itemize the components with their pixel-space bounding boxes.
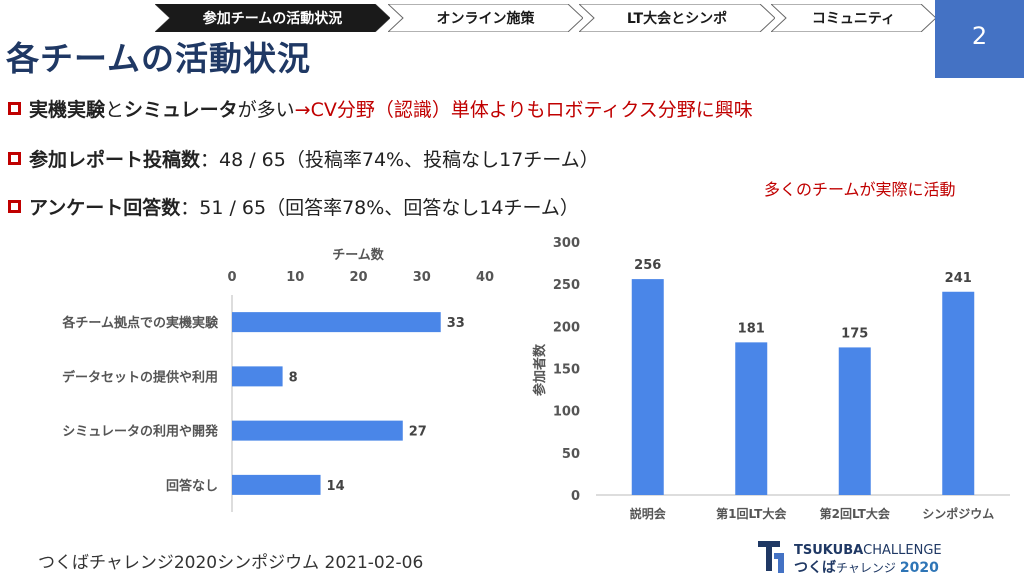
bar <box>232 474 321 495</box>
logo-tsukuba-jp: つくば <box>794 560 836 576</box>
breadcrumb-label: LT大会とシンポ <box>626 11 728 27</box>
tsukuba-challenge-logo: TSUKUBACHALLENGE つくばチャレンジ 2020 <box>758 541 942 576</box>
breadcrumb-label: コミュニティ <box>811 11 896 27</box>
bullet-1-bold-2: シミュレータ <box>124 98 238 121</box>
square-bullet-icon <box>8 199 21 213</box>
y-tick-label: 250 <box>553 278 580 293</box>
page-title: 各チームの活動状況 <box>6 39 312 78</box>
category-label: 第1回LT大会 <box>716 506 787 521</box>
category-label: シミュレータの利用や開発 <box>62 424 219 440</box>
y-tick-label: 150 <box>553 363 580 378</box>
square-bullet-icon <box>8 151 21 165</box>
participants-bar-chart: 参加者数 0 50 100 150 200 250 300 256 説明会 181 第1回LT大会 1… <box>532 236 1010 521</box>
data-label: 241 <box>945 271 972 286</box>
breadcrumb-active-label-wrap: 参加チームの活動状況 <box>155 4 390 32</box>
active-chevron-background <box>155 4 390 32</box>
footer-text: つくばチャレンジ2020シンポジウム 2021-02-06 <box>38 553 424 573</box>
x-tick-label: 10 <box>286 270 304 285</box>
data-label: 175 <box>841 326 868 341</box>
bullet-1-text-2: が多い <box>237 98 295 121</box>
chevron-shape <box>388 4 583 32</box>
bar <box>232 312 441 333</box>
x-tick-label: 40 <box>476 270 494 285</box>
x-tick-label: 0 <box>227 270 236 285</box>
logo-challenge: CHALLENGE <box>863 543 941 558</box>
bullet-2-text: ：48 / 65（投稿率74%、投稿なし17チーム） <box>200 148 599 171</box>
y-tick-label: 100 <box>553 405 580 420</box>
data-label: 256 <box>634 258 661 273</box>
logo-year: 2020 <box>900 560 939 576</box>
category-label: 各チーム拠点での実機実験 <box>61 315 219 331</box>
breadcrumb-label: 参加チームの活動状況 <box>202 11 343 27</box>
data-label: 33 <box>447 316 465 331</box>
category-label: 説明会 <box>630 506 667 521</box>
bar <box>735 342 768 495</box>
chevron-shape <box>579 4 775 32</box>
bullet-3: アンケート回答数 ：51 / 65（回答率78%、回答なし14チーム） <box>6 193 579 219</box>
x-tick-label: 30 <box>413 270 431 285</box>
bar <box>838 347 871 495</box>
data-label: 27 <box>409 425 427 440</box>
breadcrumb-label: オンライン施策 <box>436 11 535 27</box>
bar <box>232 420 403 441</box>
bullet-2-bold: 参加レポート投稿数 <box>29 148 201 171</box>
svg-text:TSUKUBACHALLENGE: TSUKUBACHALLENGE <box>794 543 942 558</box>
y-axis-title: 参加者数 <box>532 343 548 396</box>
breadcrumb-item-1[interactable]: 参加チームの活動状況 <box>155 4 390 32</box>
bullet-1-bold-1: 実機実験 <box>29 98 106 121</box>
bullet-1-text-1: と <box>105 98 125 121</box>
breadcrumb-active-label: 参加チームの活動状況 <box>202 11 343 27</box>
square-bullet-icon <box>8 101 21 115</box>
bar <box>232 366 283 387</box>
team-activity-bar-chart: チーム数 0 10 20 30 40 各チーム拠点での実機実験 33 データセットの提供や利用… <box>61 247 494 512</box>
x-axis-title: チーム数 <box>332 247 385 263</box>
category-label: 回答なし <box>166 478 218 494</box>
bullet-3-bold: アンケート回答数 <box>29 196 181 219</box>
bullet-3-text: ：51 / 65（回答率78%、回答なし14チーム） <box>180 196 579 219</box>
y-tick-label: 0 <box>571 489 580 504</box>
y-tick-label: 200 <box>553 320 580 335</box>
y-tick-label: 50 <box>562 447 580 462</box>
breadcrumb-item-4[interactable]: コミュニティ <box>771 4 936 32</box>
svg-text:つくばチャレンジ2020: つくばチャレンジ 2020 <box>794 560 939 576</box>
page-number: 2 <box>971 22 988 50</box>
bar <box>631 279 664 495</box>
breadcrumb-item-2[interactable]: オンライン施策 <box>388 4 583 32</box>
page-number-box <box>935 0 1024 78</box>
emphasis-note: 多くのチームが実際に活動 <box>764 180 956 199</box>
chevron-shape <box>771 4 936 32</box>
category-label: シンポジウム <box>922 506 994 521</box>
category-label: 第2回LT大会 <box>820 506 891 521</box>
logo-tsukuba: TSUKUBA <box>794 543 863 558</box>
data-label: 14 <box>327 479 345 494</box>
x-tick-label: 20 <box>349 270 367 285</box>
y-tick-label: 300 <box>553 236 580 251</box>
breadcrumb-item-3[interactable]: LT大会とシンポ <box>579 4 775 32</box>
bullet-1-emphasis: →CV分野（認識）単体よりもロボティクス分野に興味 <box>294 98 753 121</box>
bullet-1: 実機実験 と シミュレータ が多い →CV分野（認識）単体よりもロボティクス分野… <box>6 95 753 121</box>
category-label: データセットの提供や利用 <box>62 369 218 385</box>
data-label: 181 <box>738 321 765 336</box>
bullet-2: 参加レポート投稿数 ：48 / 65（投稿率74%、投稿なし17チーム） <box>6 145 599 171</box>
data-label: 8 <box>289 370 298 385</box>
bar <box>942 291 975 495</box>
logo-challenge-jp: チャレンジ <box>836 561 896 575</box>
